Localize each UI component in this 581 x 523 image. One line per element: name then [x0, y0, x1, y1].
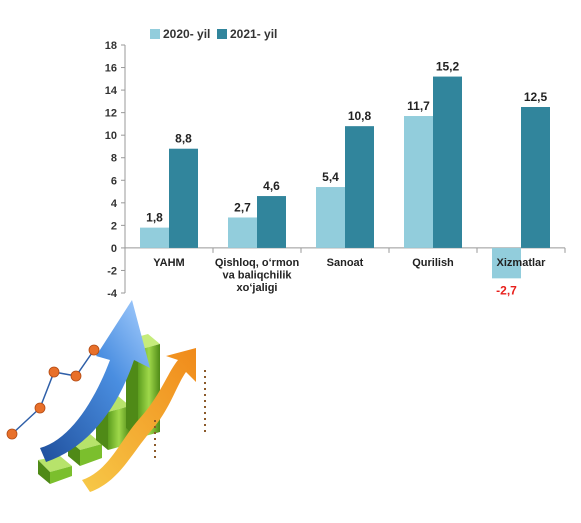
category-label: Qurilish	[412, 257, 454, 269]
legend-swatch-1	[150, 29, 160, 39]
y-tick-label: 12	[105, 108, 117, 120]
y-tick-label: 6	[111, 175, 117, 187]
y-tick-label: 18	[105, 40, 117, 52]
data-label: 8,8	[175, 132, 192, 146]
orange-arrow	[82, 348, 196, 492]
y-tick-label: -4	[107, 288, 118, 300]
data-label: 4,6	[263, 179, 280, 193]
y-tick-label: 0	[111, 243, 117, 255]
bar-2021-2	[257, 196, 286, 248]
data-label: 10,8	[348, 109, 372, 123]
bar-2020-3	[316, 187, 345, 248]
trend-points	[6, 344, 100, 440]
bar-2020-2	[228, 217, 257, 248]
legend-swatch-2	[217, 29, 227, 39]
category-label: Qishloq, o‘rmon	[215, 257, 300, 269]
bar-2020-4	[404, 116, 433, 248]
legend-label-2: 2021- yil	[230, 27, 277, 41]
data-label: 5,4	[322, 170, 339, 184]
category-label: YAHM	[153, 257, 184, 269]
legend: 2020- yil 2021- yil	[150, 27, 277, 41]
data-label: 15,2	[436, 60, 460, 74]
y-tick-label: 8	[111, 153, 117, 165]
blue-arrow	[40, 300, 150, 462]
data-label: 1,8	[146, 211, 163, 225]
category-label: xo‘jaligi	[237, 282, 278, 294]
bar-2021-3	[345, 126, 374, 248]
data-label: 2,7	[234, 200, 251, 214]
y-tick-label: 2	[111, 220, 117, 232]
legend-label-1: 2020- yil	[163, 27, 210, 41]
data-label: 12,5	[524, 90, 548, 104]
data-label: -2,7	[496, 283, 517, 297]
bar-2021-5	[521, 107, 550, 248]
y-tick-label: 10	[105, 130, 117, 142]
bar-2020-1	[140, 227, 169, 248]
data-labels: 1,8 8,8 2,7 4,6 5,4 10,8 11,7 15,2 -2,7 12,5	[146, 60, 547, 298]
y-tick-label: 16	[105, 63, 117, 75]
bars	[140, 76, 550, 279]
bar-2021-1	[169, 148, 198, 248]
data-label: 11,7	[407, 99, 430, 113]
bar-2021-4	[433, 76, 462, 248]
growth-chart-arrow-icon	[6, 300, 206, 492]
category-label: va baliqchilik	[222, 270, 292, 282]
category-label: Xizmatlar	[497, 257, 547, 269]
y-tick-label: 4	[111, 198, 118, 210]
y-tick-label: 14	[105, 85, 118, 97]
bar-2020-5	[492, 247, 521, 279]
y-tick-label: -2	[107, 265, 117, 277]
category-label: Sanoat	[327, 257, 364, 269]
